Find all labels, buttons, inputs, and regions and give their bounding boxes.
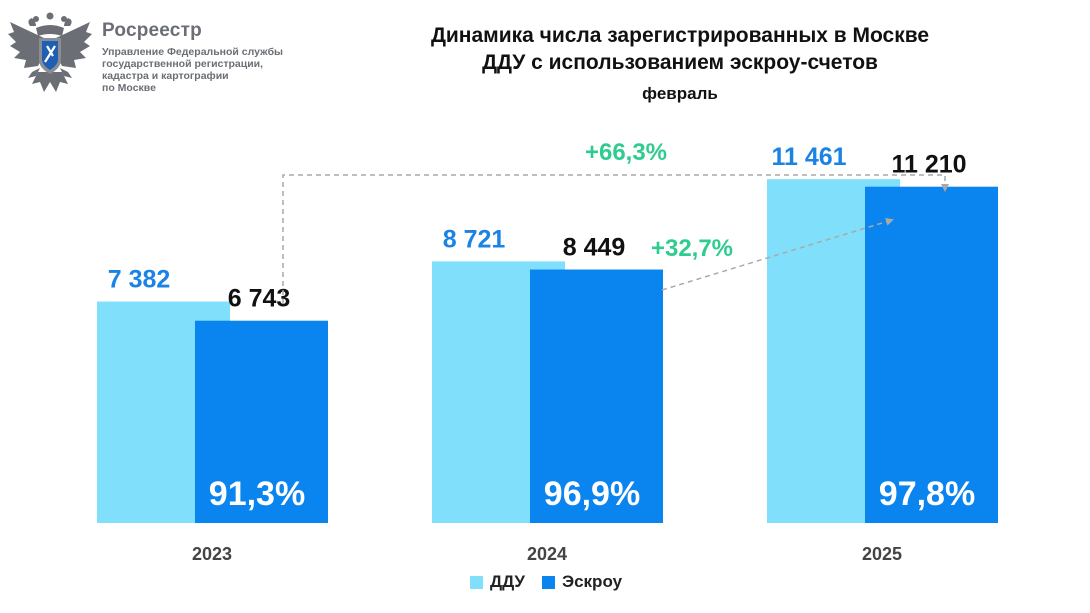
- x-tick-label: 2025: [862, 544, 902, 564]
- x-tick-label: 2024: [527, 544, 567, 564]
- double-headed-eagle-icon: [8, 12, 92, 92]
- legend-item-ddu: ДДУ: [470, 572, 525, 592]
- bar-escrow-2023: [195, 320, 328, 523]
- logo-subtitle-line: Управление Федеральной службы: [102, 46, 284, 58]
- data-label-ddu: 8 721: [443, 225, 506, 253]
- data-label-escrow: 11 210: [891, 151, 966, 179]
- chart-subtitle: февраль: [642, 84, 718, 103]
- legend-item-escrow: Эскроу: [542, 572, 622, 592]
- data-label-ddu: 7 382: [108, 266, 171, 294]
- logo-subtitle: Управление Федеральной службы государств…: [102, 46, 302, 94]
- growth-arrow-2023-2025: [282, 174, 949, 304]
- legend-swatch-escrow: [542, 575, 555, 589]
- chart-legend: ДДУ Эскроу: [470, 572, 650, 596]
- legend-swatch-ddu: [470, 575, 483, 589]
- chart-title-line: ДДУ с использованием эскроу-счетов: [482, 51, 878, 74]
- x-tick-label: 2023: [192, 544, 232, 564]
- share-label: 91,3%: [209, 475, 305, 513]
- legend-label-ddu: ДДУ: [490, 572, 526, 591]
- share-label: 97,8%: [879, 475, 975, 513]
- growth-label-2024-2025: +32,7%: [651, 235, 733, 262]
- bar-escrow-2025: [865, 186, 998, 523]
- growth-label-2023-2025: +66,3%: [585, 139, 667, 166]
- logo-subtitle-line: кадастра и картографии: [102, 70, 229, 82]
- logo-subtitle-line: государственной регистрации,: [102, 58, 264, 70]
- chart-title: Динамика числа зарегистрированных в Моск…: [380, 22, 980, 76]
- growth-arrow-2024-2025: [661, 217, 894, 291]
- logo-subtitle-line: по Москве: [102, 82, 156, 94]
- legend-label-escrow: Эскроу: [562, 572, 623, 591]
- logo-name: Росреестр: [102, 20, 202, 41]
- chart-title-line: Динамика числа зарегистрированных в Моск…: [430, 24, 930, 47]
- data-label-ddu: 11 461: [771, 143, 846, 171]
- share-label: 96,9%: [544, 475, 640, 513]
- data-label-escrow: 8 449: [563, 234, 626, 262]
- bar-escrow-2024: [530, 269, 663, 523]
- rosreestr-logo: Росреестр Управление Федеральной службы …: [6, 10, 296, 100]
- data-label-escrow: 6 743: [228, 285, 291, 313]
